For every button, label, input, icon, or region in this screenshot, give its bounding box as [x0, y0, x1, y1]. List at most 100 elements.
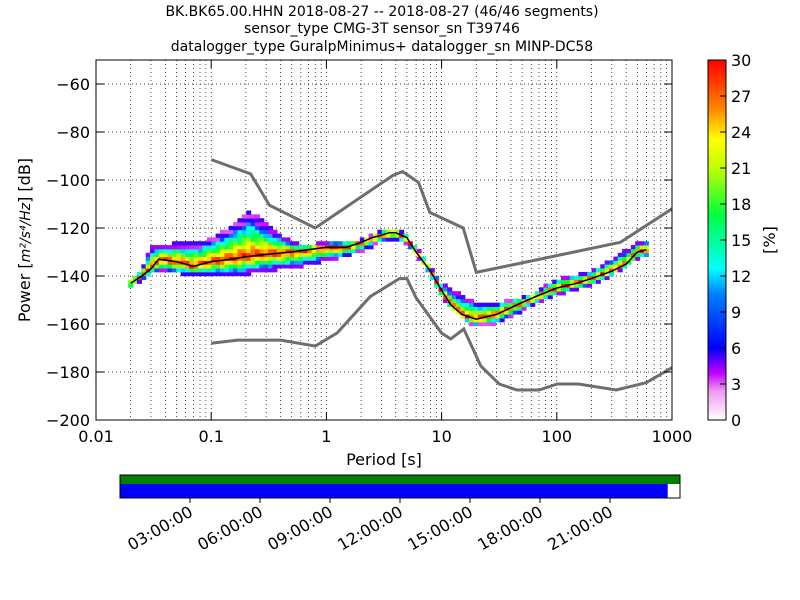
psd-cell: [407, 245, 413, 250]
psd-cell: [246, 245, 252, 250]
psd-cell: [643, 241, 649, 246]
psd-cell: [285, 264, 291, 269]
psd-cell: [202, 271, 208, 277]
psd-cell: [254, 233, 260, 238]
psd-cell: [595, 279, 601, 284]
psd-cell: [163, 245, 169, 250]
psd-cell: [228, 248, 234, 254]
psd-cell: [482, 310, 488, 315]
psd-cell: [233, 264, 239, 269]
psd-cell: [508, 302, 514, 307]
y-label-units: m²/s⁴/Hz: [18, 202, 34, 262]
psd-cell: [504, 302, 510, 307]
psd-cell: [543, 287, 549, 292]
psd-cell: [237, 229, 243, 234]
psd-cell: [263, 256, 269, 261]
y-tick-label: −100: [46, 171, 90, 190]
timeline-availability-bar: [120, 475, 680, 484]
psd-cell: [219, 271, 225, 277]
psd-cell: [163, 268, 169, 273]
psd-cell: [543, 283, 549, 288]
psd-cell: [460, 298, 466, 304]
psd-cell: [285, 248, 291, 254]
psd-cell: [158, 256, 164, 261]
x-tick-label: 1: [321, 427, 331, 446]
psd-cell: [469, 314, 475, 319]
psd-cell: [552, 291, 558, 296]
psd-cell: [613, 268, 619, 273]
psd-cell: [600, 264, 606, 269]
psd-cell: [543, 295, 549, 300]
psd-cell: [268, 233, 274, 238]
psd-cell: [543, 291, 549, 296]
psd-cell: [241, 222, 247, 227]
psd-cell: [272, 233, 278, 238]
psd-cell: [364, 245, 370, 250]
psd-cell: [224, 252, 230, 257]
psd-cell: [403, 241, 409, 246]
psd-cell: [565, 275, 571, 281]
psd-cell: [490, 302, 496, 307]
psd-cell: [224, 229, 230, 234]
psd-cell: [206, 264, 212, 269]
psd-cell: [185, 268, 190, 273]
psd-cell: [508, 314, 514, 319]
psd-cell: [206, 241, 212, 246]
psd-cell: [215, 264, 221, 269]
psd-cell: [193, 248, 199, 254]
psd-cell: [189, 260, 195, 265]
psd-cell: [447, 291, 453, 296]
psd-cell: [359, 241, 365, 246]
psd-cell: [456, 310, 461, 315]
psd-cell: [176, 256, 182, 261]
y-tick-label: −140: [46, 267, 90, 286]
psd-cell: [337, 252, 343, 257]
psd-cell: [272, 248, 278, 254]
psd-cell: [250, 252, 256, 257]
psd-cell: [171, 256, 177, 261]
psd-cell: [639, 245, 645, 250]
psd-cell: [167, 264, 173, 269]
psd-cell: [587, 271, 593, 277]
psd-cell: [259, 222, 265, 227]
psd-cell: [254, 245, 260, 250]
psd-cell: [477, 314, 483, 319]
psd-cell: [399, 237, 405, 242]
psd-cell: [303, 256, 308, 261]
psd-cell: [281, 264, 287, 269]
psd-cell: [303, 260, 308, 265]
psd-cell: [154, 256, 160, 261]
psd-cell: [215, 271, 221, 277]
psd-cell: [359, 245, 365, 250]
psd-cell: [206, 245, 212, 250]
psd-cell: [246, 264, 252, 269]
psd-cell: [224, 264, 230, 269]
psd-cell: [224, 256, 230, 261]
psd-cell: [473, 321, 479, 327]
psd-cell: [150, 260, 156, 265]
psd-cell: [574, 279, 579, 284]
psd-cell: [158, 245, 164, 250]
colorbar-tick-label: 3: [731, 375, 741, 394]
psd-cell: [552, 283, 558, 288]
psd-cell: [219, 233, 225, 238]
psd-cell: [276, 237, 282, 242]
psd-cell: [211, 248, 217, 254]
psd-cell: [591, 268, 597, 273]
psd-cell: [167, 260, 173, 265]
psd-cell: [482, 318, 488, 323]
psd-cell: [150, 252, 156, 257]
psd-cell: [438, 283, 444, 288]
psd-cell: [530, 302, 536, 307]
psd-cell: [268, 256, 274, 261]
psd-cell: [171, 264, 177, 269]
psd-cell: [228, 245, 234, 250]
psd-cell: [508, 298, 514, 304]
psd-cell: [372, 237, 378, 242]
psd-cell: [228, 229, 234, 234]
psd-cell: [233, 222, 239, 227]
psd-cell: [355, 245, 361, 250]
psd-cell: [250, 245, 256, 250]
psd-cell: [289, 256, 295, 261]
psd-cell: [268, 225, 274, 231]
